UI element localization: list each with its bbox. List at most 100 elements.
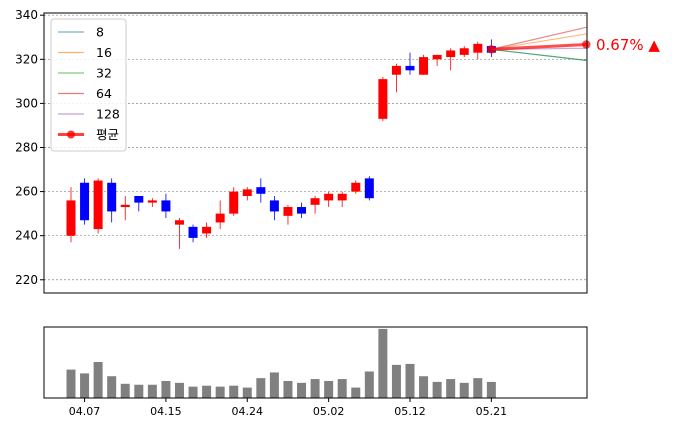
candle-body <box>419 57 429 75</box>
candle-body <box>337 193 347 201</box>
volume-bar <box>297 382 307 398</box>
volume-bar <box>405 363 415 398</box>
candle-body <box>351 182 361 192</box>
volume-bar <box>134 384 144 398</box>
projection-lines <box>487 26 591 61</box>
legend-marker <box>67 130 75 139</box>
volume-bar <box>188 386 198 398</box>
volume-bar <box>486 381 496 398</box>
candle-body <box>93 180 103 230</box>
projection-line-16 <box>491 33 587 50</box>
volume-bar <box>459 382 469 398</box>
x-tick-label: 04.07 <box>69 405 101 418</box>
date-x-axis: 04.07 04.15 04.24 05.02 05.12 05.21 <box>69 398 507 418</box>
volume-bar <box>202 385 212 398</box>
volume-bar <box>473 378 483 398</box>
candle-body <box>242 189 252 196</box>
candle-body <box>269 200 279 212</box>
volume-bar <box>229 385 239 398</box>
volume-bar <box>446 379 456 398</box>
legend-label: 16 <box>96 45 112 60</box>
volume-bar <box>174 382 184 398</box>
volume-bar <box>391 364 401 398</box>
candle-body <box>432 54 442 60</box>
candle-body <box>391 65 401 75</box>
candle-body <box>297 207 307 214</box>
y-tick-label: 280 <box>15 140 38 154</box>
price-y-axis: 220 240 260 280 300 320 340 <box>15 8 44 287</box>
volume-bar <box>419 376 429 398</box>
volume-bar <box>215 386 225 398</box>
candle-body <box>134 195 144 203</box>
change-annotation: 0.67% ▲ <box>596 36 660 54</box>
x-tick-label: 05.21 <box>476 405 508 418</box>
volume-bar <box>378 328 388 398</box>
y-tick-label: 300 <box>15 96 38 110</box>
volume-bar <box>364 371 374 398</box>
volume-bar <box>107 376 117 398</box>
volume-bar <box>66 369 76 398</box>
volume-panel-frame <box>43 326 588 399</box>
candle-body <box>229 191 239 214</box>
y-tick-label: 240 <box>15 229 38 243</box>
candle-body <box>147 200 157 203</box>
candle-body <box>364 178 374 199</box>
candle-body <box>405 65 415 71</box>
x-tick-label: 05.02 <box>313 405 345 418</box>
candle-body <box>202 226 212 234</box>
legend-label: 8 <box>96 25 104 40</box>
y-tick-label: 260 <box>15 185 38 199</box>
average-end-marker <box>582 40 591 49</box>
average-line <box>491 43 587 51</box>
volume-bar <box>147 384 157 398</box>
projection-line-32 <box>491 48 587 61</box>
candle-body <box>378 79 388 119</box>
volume-bar <box>93 362 103 398</box>
candle-body <box>161 200 171 212</box>
y-tick-label: 340 <box>15 8 38 22</box>
volume-bar <box>80 373 90 398</box>
volume-bar <box>351 387 361 398</box>
volume-bar <box>310 379 320 398</box>
volume-bar <box>324 380 334 398</box>
y-tick-label: 220 <box>15 273 38 287</box>
price-panel-frame <box>43 12 588 294</box>
candlesticks <box>66 39 496 249</box>
price-gridlines <box>44 14 587 281</box>
candle-body <box>256 187 266 194</box>
candle-body <box>459 48 469 55</box>
volume-bar <box>161 380 171 398</box>
volume-bar <box>242 387 252 398</box>
x-tick-label: 04.24 <box>232 405 264 418</box>
volume-bars <box>66 328 496 398</box>
volume-bar <box>283 380 293 398</box>
candle-body <box>188 226 198 238</box>
projection-line-64 <box>491 26 587 50</box>
candle-body <box>107 182 117 212</box>
y-tick-label: 320 <box>15 52 38 66</box>
volume-bar <box>120 383 130 398</box>
candle-body <box>473 43 483 53</box>
volume-bar <box>337 379 347 398</box>
x-tick-label: 05.12 <box>394 405 426 418</box>
average-start-marker <box>487 45 496 54</box>
legend-label: 평균 <box>96 127 119 142</box>
candle-body <box>446 50 456 58</box>
legend-label: 32 <box>96 66 112 81</box>
legend-label: 64 <box>96 86 112 101</box>
candle-body <box>215 213 225 223</box>
candle-body <box>310 198 320 205</box>
candle-body <box>283 207 293 216</box>
candle-body <box>66 200 76 236</box>
candle-body <box>324 193 334 201</box>
candle-body <box>174 220 184 225</box>
legend-label: 128 <box>96 107 120 122</box>
candle-body <box>80 182 90 221</box>
x-tick-label: 04.15 <box>150 405 182 418</box>
legend: 8 16 32 64 128 평균 <box>50 18 127 152</box>
candle-body <box>120 204 130 208</box>
volume-bar <box>269 372 279 398</box>
volume-bar <box>256 378 266 398</box>
volume-bar <box>432 381 442 398</box>
